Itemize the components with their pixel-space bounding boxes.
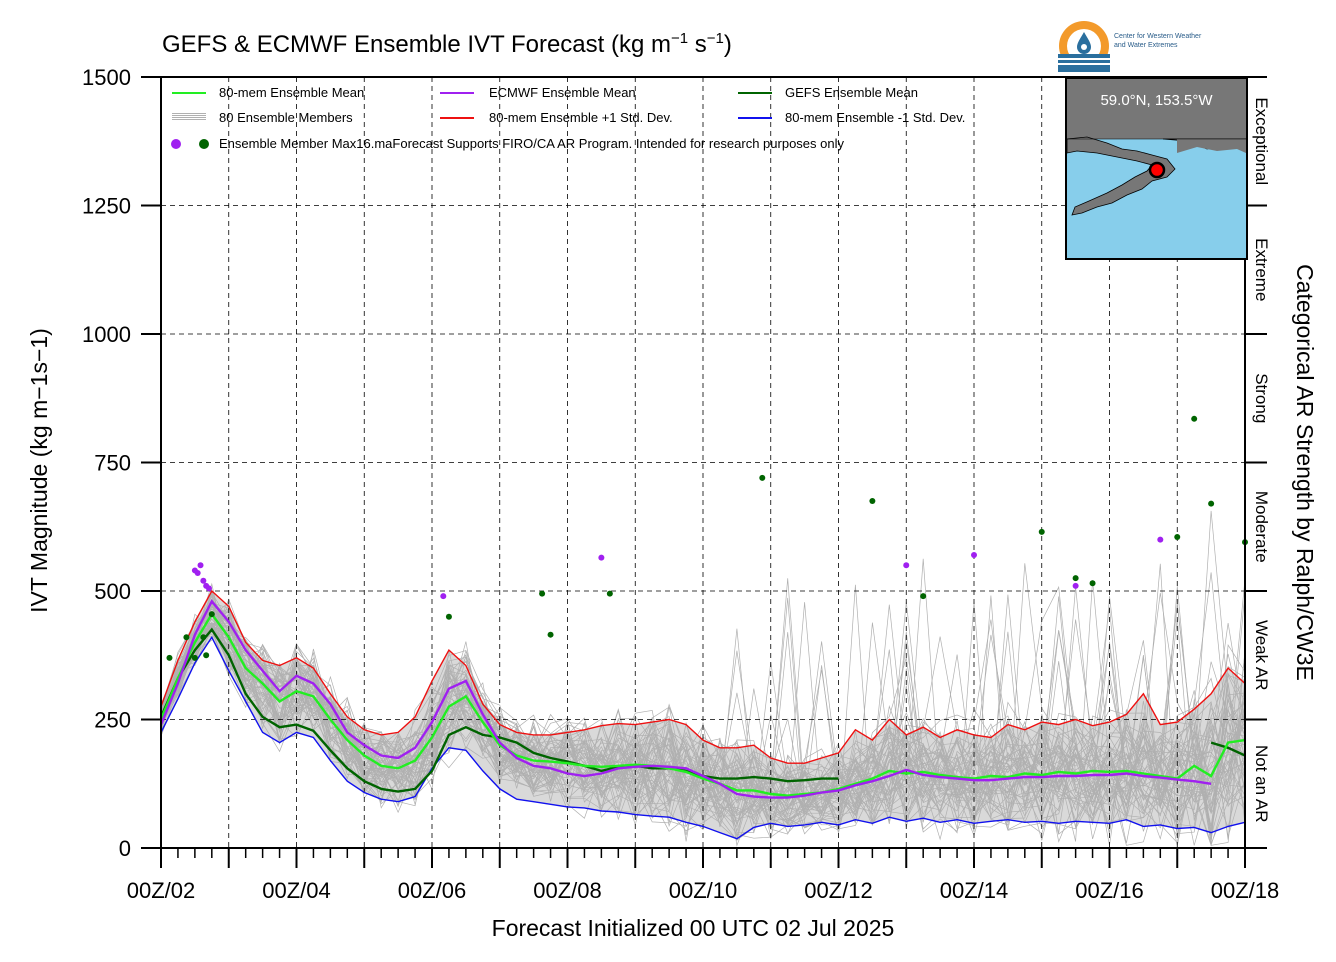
logo-text: Center for Western Weather and Water Extr… — [1114, 33, 1202, 49]
ecmwf-max-dot — [200, 577, 207, 584]
category-label: Weak AR — [1252, 620, 1271, 691]
cw3e-logo: Center for Western Weather and Water Extr… — [1058, 20, 1258, 76]
gefs-max-dot — [445, 613, 452, 620]
gefs-max-dot — [539, 590, 546, 597]
y-axis-label: IVT Magnitude (kg m−1s−1) — [26, 328, 52, 613]
series-line-plus1 — [160, 589, 1246, 764]
gefs-max-dot — [1038, 528, 1045, 535]
ecmwf-max-dot — [1072, 582, 1079, 589]
ecmwf-max-dot — [598, 554, 605, 561]
gefs-max-dot — [1208, 500, 1215, 507]
grid — [161, 77, 1245, 848]
location-marker — [1148, 161, 1166, 179]
series-line-ecmwf — [159, 599, 1212, 799]
inset-location-label: 59.0°N, 153.5°W — [1100, 92, 1213, 109]
x-tick-label: 00Z/02 — [127, 878, 196, 903]
gefs-max-dot — [869, 498, 876, 505]
legend-swatch-ecmwf — [440, 92, 474, 94]
ecmwf-max-dot — [971, 552, 977, 559]
ecmwf-max-dot — [197, 562, 204, 569]
legend-dot-gefs — [199, 139, 209, 149]
category-label: Not an AR — [1252, 745, 1271, 823]
legend-members: 80 Ensemble Members — [219, 110, 353, 125]
gefs-max-dot — [191, 654, 198, 661]
legend-swatch-gefs — [738, 92, 772, 94]
legend-swatch-mean80 — [172, 92, 206, 94]
x-tick-label: 00Z/08 — [533, 878, 602, 903]
legend-gefs-mean: GEFS Ensemble Mean — [785, 85, 918, 100]
ecmwf-max-dot — [194, 570, 201, 577]
category-label: Extreme — [1252, 238, 1271, 301]
y-tick-label: 1250 — [82, 194, 131, 219]
category-label: Moderate — [1252, 491, 1271, 563]
x-tick-label: 00Z/12 — [804, 878, 873, 903]
series-line-minus1 — [160, 635, 1246, 840]
gefs-max-dot — [208, 611, 215, 618]
y-tick-label: 0 — [119, 836, 131, 861]
x-tick-label: 00Z/18 — [1211, 878, 1280, 903]
gefs-max-dot — [203, 652, 210, 659]
right-axis-label: Categorical AR Strength by Ralph/CW3E — [1292, 264, 1318, 681]
legend-minus1: 80-mem Ensemble -1 Std. Dev. — [785, 110, 966, 125]
gefs-max-dot — [183, 634, 190, 641]
legend-swatch-plus1 — [440, 117, 474, 119]
gefs-max-dot — [920, 593, 927, 600]
legend-max-note: Ensemble Member Max16.maForecast Support… — [219, 136, 844, 151]
category-label: Strong — [1252, 373, 1271, 423]
series-line-gefs — [159, 627, 1246, 793]
ensemble-max-dots — [166, 415, 1248, 661]
y-tick-label: 1000 — [82, 322, 131, 347]
legend-swatch-minus1 — [738, 117, 772, 119]
location-inset-map: 59.0°N, 153.5°W — [1065, 77, 1248, 260]
ensemble-member-line — [160, 604, 1246, 826]
ensemble-member-line — [160, 626, 1246, 816]
legend-plus1: 80-mem Ensemble +1 Std. Dev. — [489, 110, 673, 125]
logo-icon — [1058, 21, 1110, 72]
ecmwf-max-dot — [440, 593, 447, 600]
gefs-max-dot — [200, 634, 207, 641]
ensemble-member-line — [160, 601, 1246, 835]
legend-swatch-members — [172, 113, 206, 121]
category-label: Exceptional — [1252, 97, 1271, 185]
axes: 0 250 500 750 1000 1250 1500 00Z/02 00Z/04 00Z/06… — [26, 65, 1318, 941]
gefs-max-dot — [1072, 575, 1079, 582]
gefs-max-dot — [1089, 580, 1096, 587]
gefs-max-dot — [166, 654, 173, 661]
series-lines — [159, 589, 1246, 840]
legend-dot-ecmwf — [171, 139, 181, 149]
gefs-max-dot — [1174, 534, 1181, 541]
chart-title: GEFS & ECMWF Ensemble IVT Forecast (kg m… — [162, 30, 732, 58]
x-tick-label: 00Z/04 — [262, 878, 331, 903]
gefs-max-dot — [606, 590, 613, 597]
inset-map-graphic — [1067, 79, 1246, 216]
ecmwf-max-dot — [903, 562, 910, 569]
x-tick-label: 00Z/16 — [1075, 878, 1144, 903]
gefs-max-dot — [547, 631, 554, 638]
x-tick-label: 00Z/06 — [398, 878, 467, 903]
legend-ecmwf-mean: ECMWF Ensemble Mean — [489, 85, 636, 100]
x-axis-label: Forecast Initialized 00 UTC 02 Jul 2025 — [492, 915, 895, 941]
x-tick-label: 00Z/14 — [940, 878, 1009, 903]
legend-mean80: 80-mem Ensemble Mean — [219, 85, 365, 100]
y-tick-label: 250 — [94, 708, 131, 733]
series-line-mean80 — [159, 611, 1246, 797]
ecmwf-max-dot — [1157, 536, 1164, 543]
gefs-max-dot — [759, 474, 766, 481]
ecmwf-max-dot — [205, 585, 212, 592]
x-tick-label: 00Z/10 — [669, 878, 738, 903]
y-tick-label: 500 — [94, 579, 131, 604]
y-tick-label: 1500 — [82, 65, 131, 90]
y-tick-label: 750 — [94, 451, 131, 476]
gefs-max-dot — [1191, 415, 1198, 422]
